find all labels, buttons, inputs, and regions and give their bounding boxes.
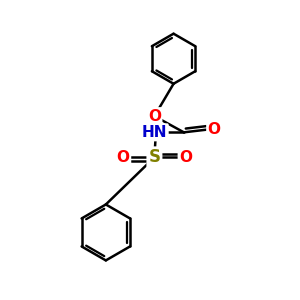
Text: O: O	[117, 150, 130, 165]
Text: HN: HN	[142, 125, 167, 140]
Text: O: O	[208, 122, 221, 137]
Text: O: O	[148, 109, 161, 124]
Text: O: O	[179, 150, 192, 165]
Text: S: S	[148, 148, 160, 166]
